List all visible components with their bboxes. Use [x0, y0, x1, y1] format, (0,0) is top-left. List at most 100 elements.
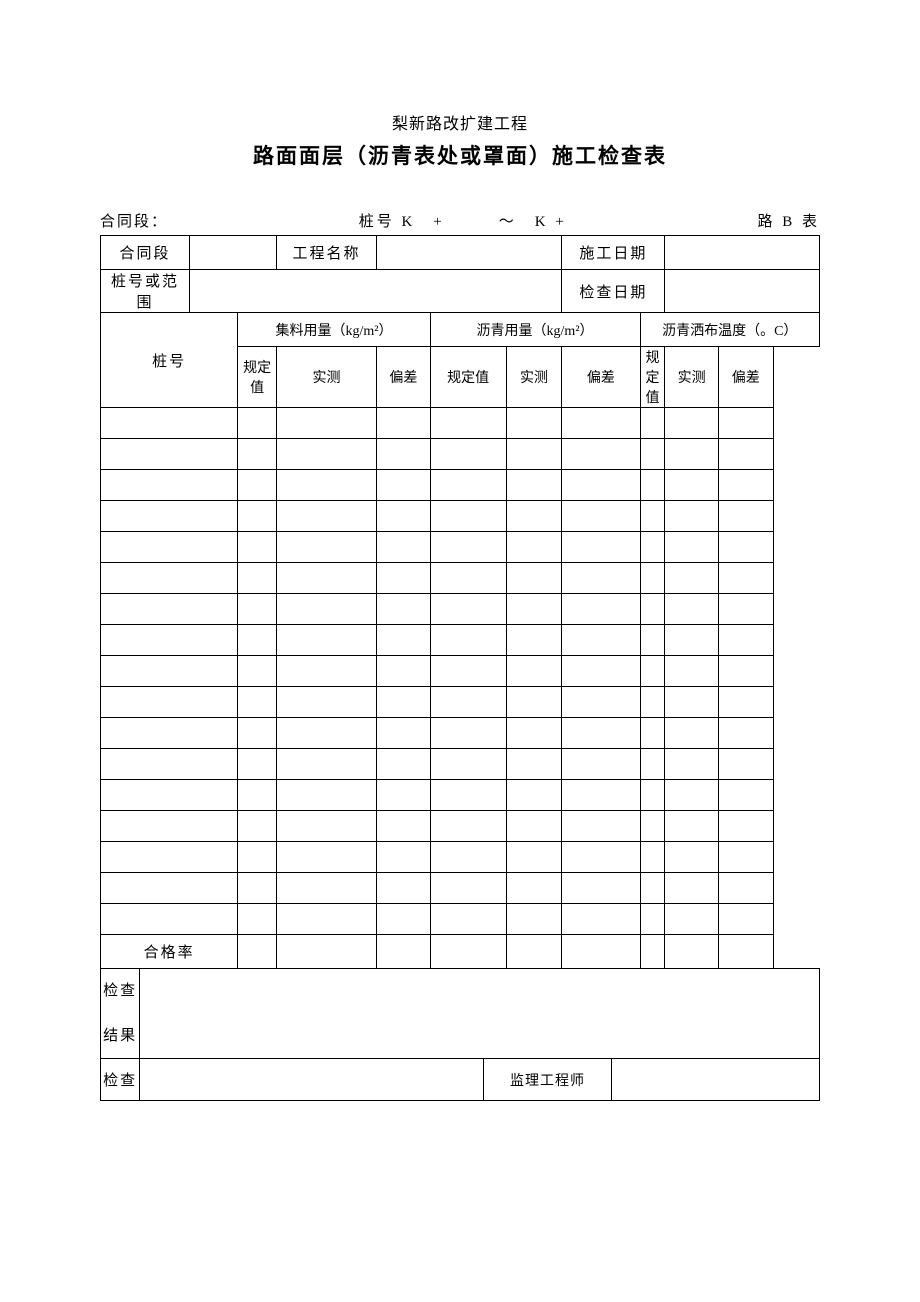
cell-g3-spec — [640, 780, 665, 811]
check-date-value — [665, 270, 820, 313]
cell-g2-dev — [562, 811, 640, 842]
cell-g1-dev — [377, 439, 430, 470]
cell-stake — [101, 470, 238, 501]
cell-g3-spec — [640, 439, 665, 470]
cell-g1-spec — [238, 501, 276, 532]
cell-g3-dev — [718, 470, 773, 501]
cell-g1-spec — [238, 625, 276, 656]
cell-g3-dev — [718, 501, 773, 532]
g3-measured: 实测 — [665, 347, 718, 408]
cell-g2-dev — [562, 439, 640, 470]
signoff-row: 检查 监理工程师 — [101, 1059, 820, 1101]
cell-g3-spec — [640, 470, 665, 501]
cell-g3-spec — [640, 594, 665, 625]
g2-measured: 实测 — [506, 347, 562, 408]
cell-g2-measured — [506, 749, 562, 780]
cell-g2-spec — [430, 408, 506, 439]
cell-stake — [101, 439, 238, 470]
cell-g3-dev — [718, 780, 773, 811]
cell-g1-measured — [276, 718, 376, 749]
table-row — [101, 873, 820, 904]
cell-g1-measured — [276, 811, 376, 842]
cell-g1-spec — [238, 408, 276, 439]
cell-g3-spec — [640, 749, 665, 780]
top-line: 合同段： 桩号 K + ～ K + 路 B 表 — [100, 210, 820, 231]
cell-g2-spec — [430, 563, 506, 594]
cell-g2-measured — [506, 408, 562, 439]
pr-g1-measured — [276, 935, 376, 969]
cell-g2-measured — [506, 656, 562, 687]
table-row — [101, 439, 820, 470]
pr-g3-spec — [640, 935, 665, 969]
cell-stake — [101, 811, 238, 842]
cell-g1-measured — [276, 594, 376, 625]
cell-g1-spec — [238, 780, 276, 811]
cell-g3-dev — [718, 408, 773, 439]
construct-date-value — [665, 236, 820, 270]
pr-g2-dev — [562, 935, 640, 969]
table-row — [101, 749, 820, 780]
cell-g2-dev — [562, 842, 640, 873]
pr-g1-spec — [238, 935, 276, 969]
result-label-l2: 结果 — [103, 1020, 137, 1053]
cell-g2-spec — [430, 532, 506, 563]
g3-dev: 偏差 — [718, 347, 773, 408]
g2-spec: 规定值 — [430, 347, 506, 408]
cell-stake — [101, 718, 238, 749]
supervisor-label: 监理工程师 — [483, 1059, 611, 1101]
table-row — [101, 656, 820, 687]
cell-g2-measured — [506, 718, 562, 749]
cell-stake — [101, 904, 238, 935]
cell-g2-spec — [430, 873, 506, 904]
cell-g3-dev — [718, 749, 773, 780]
cell-g1-dev — [377, 625, 430, 656]
cell-g3-dev — [718, 718, 773, 749]
cell-g2-spec — [430, 904, 506, 935]
cell-stake — [101, 408, 238, 439]
page: 梨新路改扩建工程 路面面层（沥青表处或罩面）施工检查表 合同段： 桩号 K + … — [100, 110, 820, 1101]
cell-g1-measured — [276, 563, 376, 594]
cell-g1-measured — [276, 749, 376, 780]
cell-g1-spec — [238, 563, 276, 594]
cell-g2-spec — [430, 470, 506, 501]
cell-g2-measured — [506, 780, 562, 811]
table-row — [101, 780, 820, 811]
cell-g3-measured — [665, 873, 718, 904]
table-row — [101, 594, 820, 625]
topline-mid: 桩号 K + ～ K + — [168, 210, 757, 231]
cell-g3-dev — [718, 811, 773, 842]
cell-g1-dev — [377, 470, 430, 501]
table-row — [101, 687, 820, 718]
cell-g1-measured — [276, 904, 376, 935]
project-name-label: 工程名称 — [276, 236, 376, 270]
pr-g2-spec — [430, 935, 506, 969]
cell-g3-spec — [640, 811, 665, 842]
cell-g2-dev — [562, 594, 640, 625]
cell-g1-spec — [238, 594, 276, 625]
cell-g2-spec — [430, 718, 506, 749]
cell-g1-measured — [276, 439, 376, 470]
page-title: 路面面层（沥青表处或罩面）施工检查表 — [100, 140, 820, 170]
cell-g3-dev — [718, 904, 773, 935]
cell-g2-spec — [430, 501, 506, 532]
pass-rate-label: 合格率 — [101, 935, 238, 969]
result-label: 检查 结果 — [101, 969, 140, 1059]
cell-g2-spec — [430, 439, 506, 470]
cell-g3-measured — [665, 439, 718, 470]
cell-g3-dev — [718, 842, 773, 873]
cell-g1-measured — [276, 873, 376, 904]
cell-g2-measured — [506, 439, 562, 470]
pass-rate-row: 合格率 — [101, 935, 820, 969]
cell-g1-dev — [377, 811, 430, 842]
cell-g3-dev — [718, 656, 773, 687]
cell-g1-measured — [276, 501, 376, 532]
cell-g3-measured — [665, 811, 718, 842]
cell-g3-spec — [640, 873, 665, 904]
cell-g3-spec — [640, 625, 665, 656]
cell-g3-dev — [718, 532, 773, 563]
cell-g1-measured — [276, 408, 376, 439]
cell-g1-spec — [238, 718, 276, 749]
project-line: 梨新路改扩建工程 — [100, 110, 820, 134]
construct-date-label: 施工日期 — [562, 236, 665, 270]
checker-value — [140, 1059, 484, 1101]
